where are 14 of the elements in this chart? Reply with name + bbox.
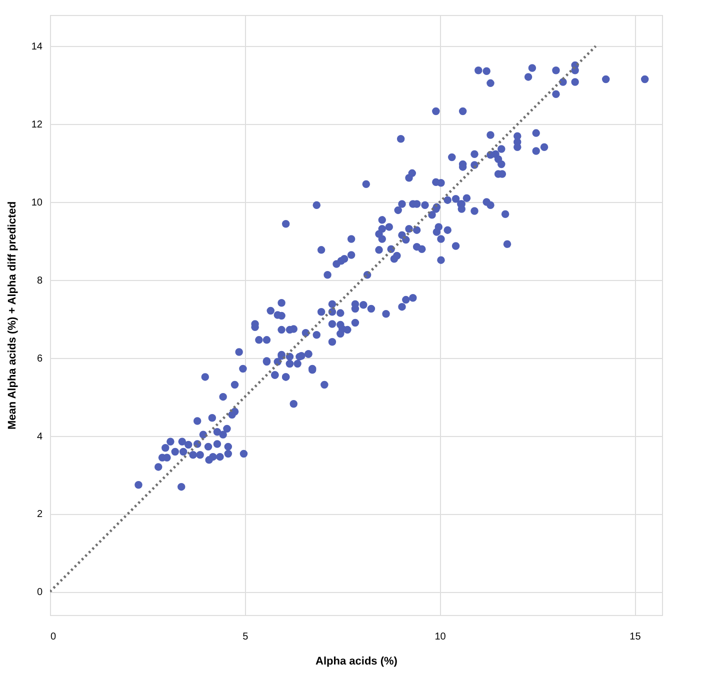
- x-tick-label: 0: [50, 632, 56, 642]
- y-axis-title: Mean Alpha acids (%) + Alpha diff predicted: [6, 201, 18, 430]
- x-tick-label: 10: [434, 632, 446, 642]
- y-tick-label: 14: [31, 42, 43, 53]
- y-tick-label: 0: [36, 587, 43, 598]
- y-tick-label: 8: [36, 275, 43, 286]
- y-tick-label: 10: [31, 198, 43, 209]
- y-tick-label: 12: [31, 120, 43, 131]
- y-tick-label: 6: [36, 353, 43, 364]
- x-axis-title: Alpha acids (%): [316, 656, 398, 668]
- x-tick-label: 5: [242, 632, 249, 642]
- y-tick-label: 4: [36, 431, 43, 442]
- x-tick-label: 15: [630, 632, 642, 642]
- y-tick-label: 2: [36, 509, 43, 520]
